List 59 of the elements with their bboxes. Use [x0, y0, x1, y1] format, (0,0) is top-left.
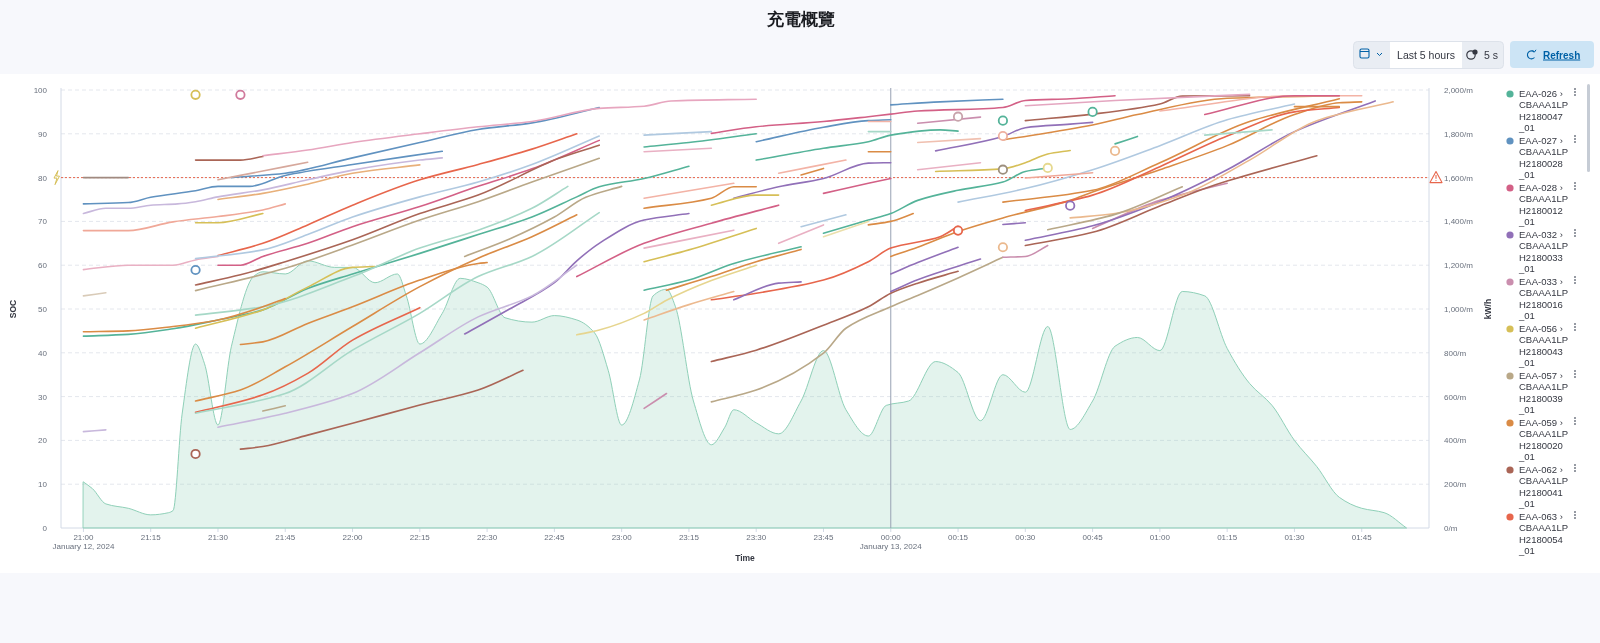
- x-tick-label: 01:30: [1284, 533, 1305, 542]
- x-tick-label: 22:30: [477, 533, 498, 542]
- y2-axis-title: kW/h: [1483, 298, 1493, 320]
- y-tick-label: 90: [38, 129, 48, 139]
- x-tick-label: 00:00 January 13, 2024: [859, 533, 923, 551]
- y-tick-label: 0: [42, 524, 48, 533]
- x-tick-label: 23:00: [611, 533, 633, 542]
- legend-label: EAA-059 › CBAAA1LPH2180020_01: [1518, 417, 1569, 462]
- text: Refresh: [1543, 49, 1581, 61]
- x-tick-label: 21:15: [140, 533, 162, 542]
- x-tick-label: 21:30: [207, 533, 229, 542]
- y2-tick-label: 600/m: [1444, 392, 1467, 402]
- legend-label: EAA-056 › CBAAA1LPH2180043_01: [1518, 323, 1569, 368]
- y2-tick-label: 1,600/m: [1444, 173, 1474, 183]
- x-tick-label: 01:15: [1217, 533, 1238, 542]
- y2-tick-label: 1,200/m: [1444, 261, 1474, 271]
- x-tick-label: 22:15: [409, 533, 431, 542]
- legend-label: EAA-062 › CBAAA1LPH2180041_01: [1518, 464, 1569, 509]
- y2-tick-label: 0/m: [1444, 524, 1458, 533]
- legend-label: EAA-026 › CBAAA1LPH2180047_01: [1518, 88, 1569, 133]
- y-tick-label: 80: [38, 173, 48, 183]
- y-tick-label: 20: [38, 436, 48, 446]
- y2-tick-label: 800/m: [1444, 348, 1467, 358]
- x-tick-label: 23:30: [746, 533, 767, 542]
- legend-label: EAA-057 › CBAAA1LPH2180039_01: [1518, 370, 1569, 415]
- y2-tick-label: 2,000/m: [1444, 86, 1474, 95]
- x-tick-label: 21:45: [275, 533, 296, 542]
- x-tick-label: 00:45: [1082, 533, 1104, 542]
- y2-tick-label: 1,800/m: [1444, 129, 1474, 139]
- x-tick-label: 22:45: [544, 533, 565, 542]
- legend-label: EAA-063 › CBAAA1LPH2180054_01: [1518, 511, 1569, 556]
- legend-label: EAA-027 › CBAAA1LPH2180028_01: [1518, 135, 1569, 180]
- y-tick-label: 100: [33, 86, 48, 95]
- y-axis-title: SOC: [8, 299, 18, 319]
- y2-tick-label: 1,000/m: [1444, 305, 1474, 314]
- x-tick-label: 22:00: [342, 533, 364, 542]
- x-axis-title: Time: [735, 553, 756, 563]
- text: Last 5 hours: [1397, 48, 1455, 61]
- legend-label: EAA-028 › CBAAA1LPH2180012_01: [1518, 182, 1569, 227]
- y-tick-label: 60: [38, 261, 48, 271]
- x-tick-label: 01:00: [1149, 533, 1171, 542]
- y-tick-label: 50: [38, 305, 48, 314]
- y-tick-label: 70: [38, 217, 48, 227]
- chart-title: 充電概覽: [766, 10, 835, 29]
- legend-label: EAA-033 › CBAAA1LPH2180016_01: [1518, 276, 1569, 321]
- y2-tick-label: 200/m: [1444, 480, 1467, 490]
- x-tick-label: 23:45: [813, 533, 835, 542]
- y-tick-label: 30: [38, 392, 48, 402]
- y2-tick-label: 1,400/m: [1444, 217, 1474, 227]
- y-tick-label: 40: [38, 348, 48, 358]
- x-tick-label: 00:15: [948, 533, 969, 542]
- text: 5 s: [1483, 48, 1499, 61]
- legend-label: EAA-032 › CBAAA1LPH2180033_01: [1518, 229, 1569, 274]
- x-tick-label: 23:15: [678, 533, 700, 542]
- x-tick-label: 00:30: [1015, 533, 1036, 542]
- x-tick-label: 01:45: [1351, 533, 1373, 542]
- y-tick-label: 10: [38, 480, 48, 490]
- y2-tick-label: 400/m: [1444, 436, 1467, 446]
- x-tick-label: 21:00 January 12, 2024: [52, 533, 115, 551]
